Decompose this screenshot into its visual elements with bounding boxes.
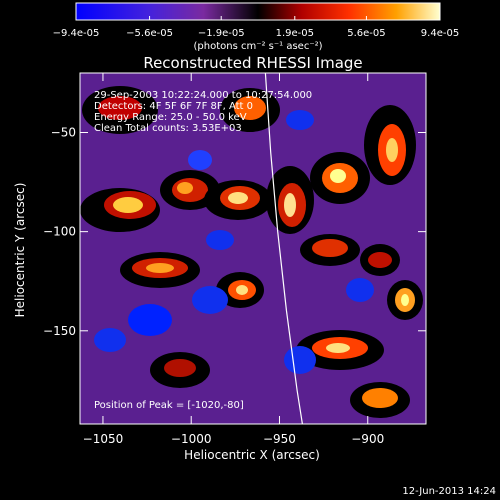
x-tick-label: −900 [351, 432, 384, 446]
x-axis-title: Heliocentric X (arcsec) [184, 448, 320, 462]
info-detectors: Detectors: 4F 5F 6F 7F 8F, Att 0 [94, 101, 253, 112]
footer-date: 12-Jun-2013 14:24 [402, 486, 496, 497]
heatmap-blob [346, 278, 374, 302]
heatmap-blob [128, 304, 172, 336]
heatmap-blob [164, 359, 196, 377]
heatmap-blob [188, 150, 212, 170]
colorbar-ticks: −9.4e-05 −5.6e-05 −1.9e-05 1.9e-05 5.6e-05 9.… [53, 16, 459, 39]
heatmap-blob [228, 192, 248, 204]
heatmap-blob [362, 388, 398, 408]
heatmap-blob [236, 285, 248, 295]
info-annotation: 29-Sep-2003 10:22:24.000 to 10:27:54.000… [94, 90, 312, 134]
heatmap-image [80, 86, 423, 418]
colorbar-tick-label: −5.6e-05 [126, 28, 173, 39]
x-axis-ticks: −1050 −1000 −950 −900 [83, 73, 384, 446]
info-energy-range: Energy Range: 25.0 - 50.0 keV [94, 112, 247, 123]
heatmap-blob [234, 96, 266, 120]
heatmap-blob [284, 346, 316, 374]
heatmap-blob [177, 182, 193, 194]
plot-frame [79, 72, 427, 425]
colorbar-tick-label: −9.4e-05 [53, 28, 100, 39]
colorbar-units: (photons cm⁻² s⁻¹ asec⁻²) [193, 41, 322, 52]
heatmap-blob [98, 96, 142, 120]
heatmap-blob [94, 328, 126, 352]
heatmap-blob [368, 252, 392, 268]
y-tick-label: −100 [43, 225, 76, 239]
heatmap-blob [326, 343, 350, 353]
heatmap-blob [113, 197, 143, 213]
colorbar-gradient [75, 2, 441, 21]
peak-position-label: Position of Peak = [-1020,-80] [94, 400, 244, 411]
x-tick-label: −950 [263, 432, 296, 446]
x-tick-label: −1000 [171, 432, 212, 446]
y-tick-label: −150 [43, 324, 76, 338]
heatmap-blob [312, 239, 348, 257]
heatmap-blob [206, 230, 234, 250]
colorbar-tick-label: 5.6e-05 [347, 28, 385, 39]
solar-limb-curve [264, 73, 303, 424]
colorbar: −9.4e-05 −5.6e-05 −1.9e-05 1.9e-05 5.6e-05 9.… [53, 2, 459, 52]
plot-title: Reconstructed RHESSI Image [143, 54, 362, 72]
heatmap-blob [286, 110, 314, 130]
heatmap-blob [192, 286, 228, 314]
heatmap-blob [386, 138, 398, 162]
x-tick-label: −1050 [83, 432, 124, 446]
info-time-range: 29-Sep-2003 10:22:24.000 to 10:27:54.000 [94, 90, 312, 101]
colorbar-tick-label: 1.9e-05 [276, 28, 314, 39]
y-axis-title: Heliocentric Y (arcsec) [13, 183, 27, 318]
y-tick-label: −50 [51, 125, 76, 139]
colorbar-tick-label: −1.9e-05 [198, 28, 245, 39]
image-plot: −1050 −1000 −950 −900 −150 −100 −50 29-Sep-20… [43, 72, 427, 446]
y-axis-ticks: −150 −100 −50 [43, 125, 426, 338]
heatmap-blob [330, 169, 346, 183]
heatmap-blob [401, 294, 409, 306]
info-clean-counts: Clean Total counts: 3.53E+03 [94, 123, 242, 134]
heatmap-blob [146, 263, 174, 273]
colorbar-tick-label: 9.4e-05 [421, 28, 459, 39]
heatmap-blob [284, 193, 296, 217]
